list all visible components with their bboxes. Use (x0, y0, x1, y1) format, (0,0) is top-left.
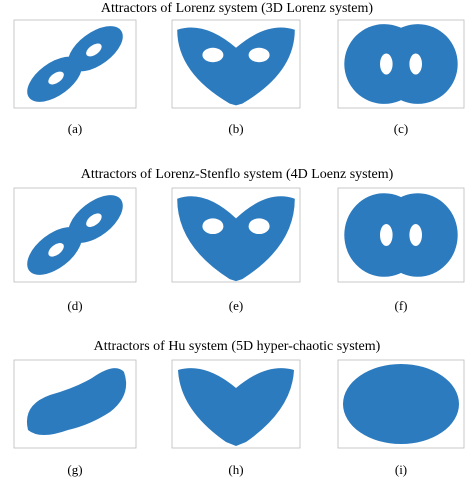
panel-label: (h) (228, 462, 243, 477)
plot-frame (13, 187, 137, 283)
plot-frame (171, 19, 301, 109)
attractor (344, 24, 458, 104)
panel-label: (a) (68, 121, 82, 136)
section-title: Attractors of Lorenz system (3D Lorenz s… (101, 1, 373, 16)
section-title: Attractors of Lorenz-Stenflo system (4D … (81, 167, 394, 182)
attractor (26, 368, 127, 435)
plot-frame (13, 19, 137, 109)
attractor (177, 27, 295, 106)
plot-frame (171, 359, 301, 449)
attractor (344, 193, 458, 277)
panel-label: (i) (395, 462, 407, 477)
plot-frame (337, 19, 465, 109)
attractor (178, 368, 294, 446)
attractor (18, 185, 132, 285)
panel-label: (d) (67, 298, 82, 313)
panel-label: (c) (394, 121, 408, 136)
panel-label: (b) (228, 121, 243, 136)
panel-label: (e) (229, 298, 243, 313)
panel-label: (f) (395, 298, 408, 313)
attractor (177, 196, 295, 282)
plot-frame (337, 359, 465, 449)
plot-frame (13, 359, 137, 449)
plot-frame (171, 187, 301, 283)
panel-label: (g) (67, 462, 82, 477)
attractor (343, 364, 459, 444)
attractor (18, 17, 132, 111)
section-title: Attractors of Hu system (5D hyper-chaoti… (94, 339, 381, 354)
plot-frame (337, 187, 465, 283)
